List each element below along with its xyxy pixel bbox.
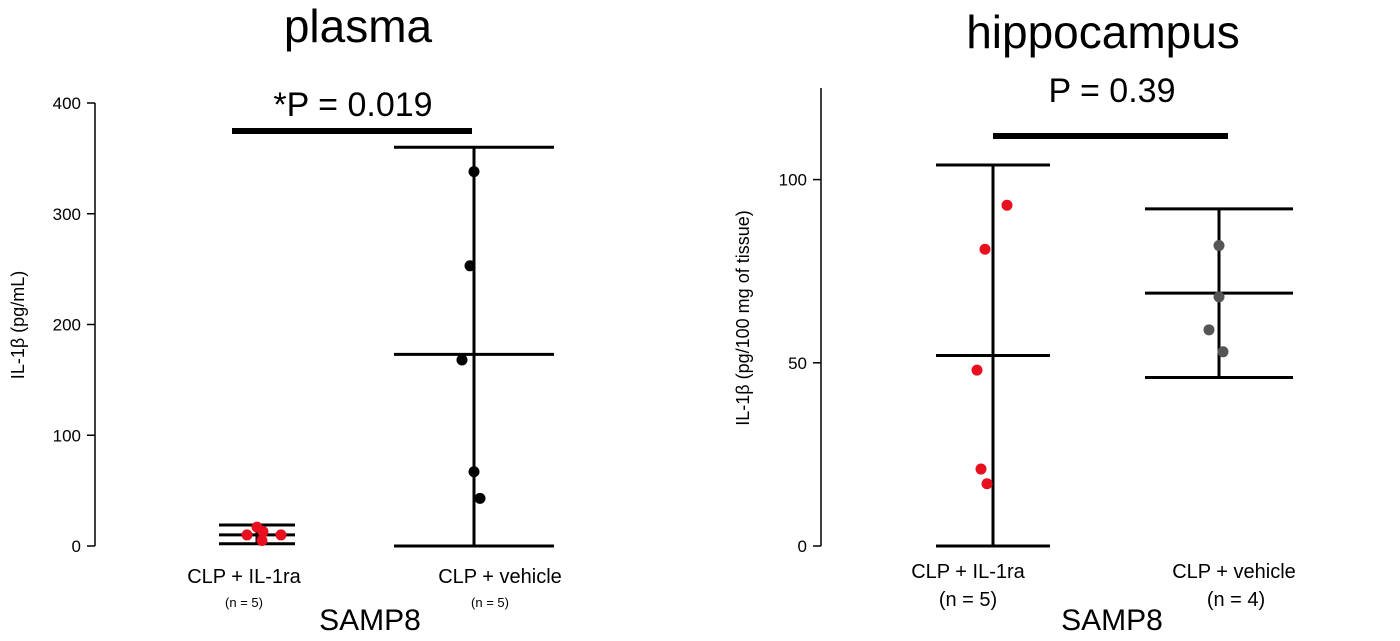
hippocampus-il1ra-point [975, 463, 987, 475]
hippocampus-category-label-vehicle: CLP + vehicle [1172, 561, 1296, 583]
hippocampus-vehicle-point [1213, 240, 1225, 252]
hippocampus-il1ra-point [971, 364, 983, 376]
hippocampus-x-axis-label: SAMP8 [1061, 604, 1163, 637]
hippocampus-n-label-il1ra: (n = 5) [939, 589, 997, 611]
hippocampus-vehicle-point [1203, 324, 1215, 336]
hippocampus-p-value: P = 0.39 [1049, 72, 1176, 110]
hippocampus-category-label-il1ra: CLP + IL-1ra [911, 561, 1025, 583]
plasma-n-label-vehicle: (n = 5) [471, 595, 509, 610]
hippocampus-y-tick-label-0: 0 [798, 537, 807, 556]
plasma-y-tick-label-100: 100 [53, 426, 81, 445]
hippocampus-panel: hippocampus P = 0.39 0 50 100 IL-1β (pg/10… [733, 6, 1296, 637]
hippocampus-vehicle-point [1213, 291, 1225, 303]
plasma-vehicle-point [468, 466, 480, 478]
plasma-y-tick-label-200: 200 [53, 316, 81, 335]
plasma-category-label-vehicle: CLP + vehicle [438, 566, 562, 588]
plasma-title: plasma [284, 0, 433, 52]
hippocampus-il1ra-point [1001, 199, 1013, 211]
plasma-il1ra-point [241, 529, 253, 541]
hippocampus-title: hippocampus [966, 6, 1240, 58]
hippocampus-vehicle-point [1217, 346, 1229, 358]
plasma-y-axis-label: IL-1β (pg/mL) [8, 271, 28, 379]
plasma-marks [219, 145, 554, 548]
plasma-il1ra-point [257, 526, 269, 538]
plasma-x-axis-label: SAMP8 [319, 604, 421, 637]
plasma-y-ticks: 0 100 200 300 400 [53, 94, 95, 556]
plasma-y-tick-label-0: 0 [72, 537, 81, 556]
plasma-vehicle-point [474, 492, 486, 504]
plasma-category-label-il1ra: CLP + IL-1ra [187, 566, 301, 588]
hippocampus-y-tick-label-50: 50 [788, 354, 807, 373]
plasma-y-tick-label-300: 300 [53, 205, 81, 224]
plasma-panel: plasma *P = 0.019 0 100 200 300 400 IL-1β (p… [8, 0, 562, 637]
plasma-n-label-il1ra: (n = 5) [225, 595, 263, 610]
plasma-vehicle-point [464, 260, 476, 272]
plasma-il1ra-point [275, 529, 287, 541]
plasma-il1ra-point [256, 534, 268, 546]
plasma-vehicle-point [468, 166, 480, 178]
plasma-p-value: *P = 0.019 [273, 86, 432, 124]
hippocampus-y-ticks: 0 50 100 [779, 171, 821, 556]
hippocampus-y-axis-label: IL-1β (pg/100 mg of tissue) [733, 210, 753, 425]
plasma-vehicle-point [456, 354, 468, 366]
plasma-y-tick-label-400: 400 [53, 94, 81, 113]
hippocampus-y-tick-label-100: 100 [779, 171, 807, 190]
hippocampus-il1ra-point [981, 478, 993, 490]
hippocampus-marks [936, 163, 1293, 548]
hippocampus-il1ra-point [979, 243, 991, 255]
hippocampus-n-label-vehicle: (n = 4) [1207, 589, 1265, 611]
